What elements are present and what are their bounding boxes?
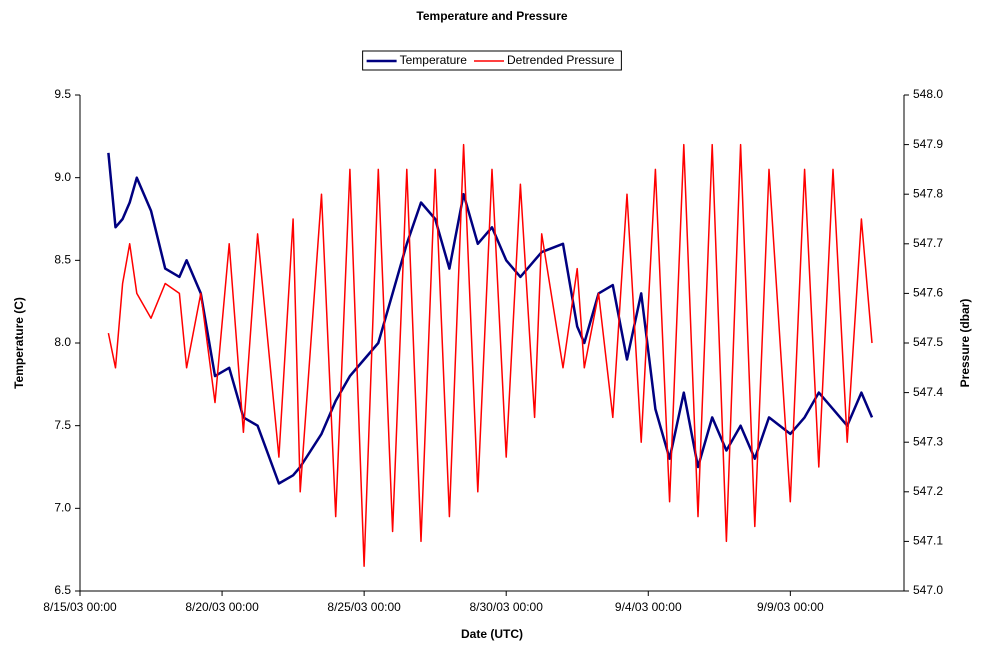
series-line <box>107 152 874 485</box>
x-tick-label: 8/25/03 00:00 <box>327 600 401 614</box>
yticks-label: 9.0 <box>54 170 71 184</box>
yticks-label: 8.5 <box>54 253 71 267</box>
x-axis-label: Date (UTC) <box>461 627 523 641</box>
yticks-label: 8.0 <box>54 335 71 349</box>
legend-label: Temperature <box>400 53 468 67</box>
y2ticks-label: 547.9 <box>913 137 943 151</box>
y2ticks-label: 547.2 <box>913 484 943 498</box>
y2ticks-label: 547.3 <box>913 434 943 448</box>
chart-title: Temperature and Pressure <box>416 9 567 23</box>
yticks-label: 7.5 <box>54 418 71 432</box>
x-tick-label: 8/30/03 00:00 <box>470 600 544 614</box>
y2ticks-label: 547.4 <box>913 385 943 399</box>
y-axis-label: Temperature (C) <box>12 297 26 389</box>
y2ticks-label: 547.7 <box>913 236 943 250</box>
legend-label: Detrended Pressure <box>507 53 615 67</box>
y2ticks-label: 547.5 <box>913 335 943 349</box>
y2ticks-label: 547.6 <box>913 286 943 300</box>
series-line <box>107 143 873 567</box>
y2ticks-label: 547.0 <box>913 583 943 597</box>
y2-axis-label: Pressure (dbar) <box>958 299 972 388</box>
yticks-label: 9.5 <box>54 87 71 101</box>
y2ticks-label: 548.0 <box>913 87 943 101</box>
yticks-label: 7.0 <box>54 501 71 515</box>
yticks-label: 6.5 <box>54 583 71 597</box>
x-tick-label: 9/9/03 00:00 <box>757 600 824 614</box>
y2ticks-label: 547.1 <box>913 534 943 548</box>
y2ticks-label: 547.8 <box>913 186 943 200</box>
x-tick-label: 8/15/03 00:00 <box>43 600 117 614</box>
x-tick-label: 8/20/03 00:00 <box>185 600 259 614</box>
x-tick-label: 9/4/03 00:00 <box>615 600 682 614</box>
